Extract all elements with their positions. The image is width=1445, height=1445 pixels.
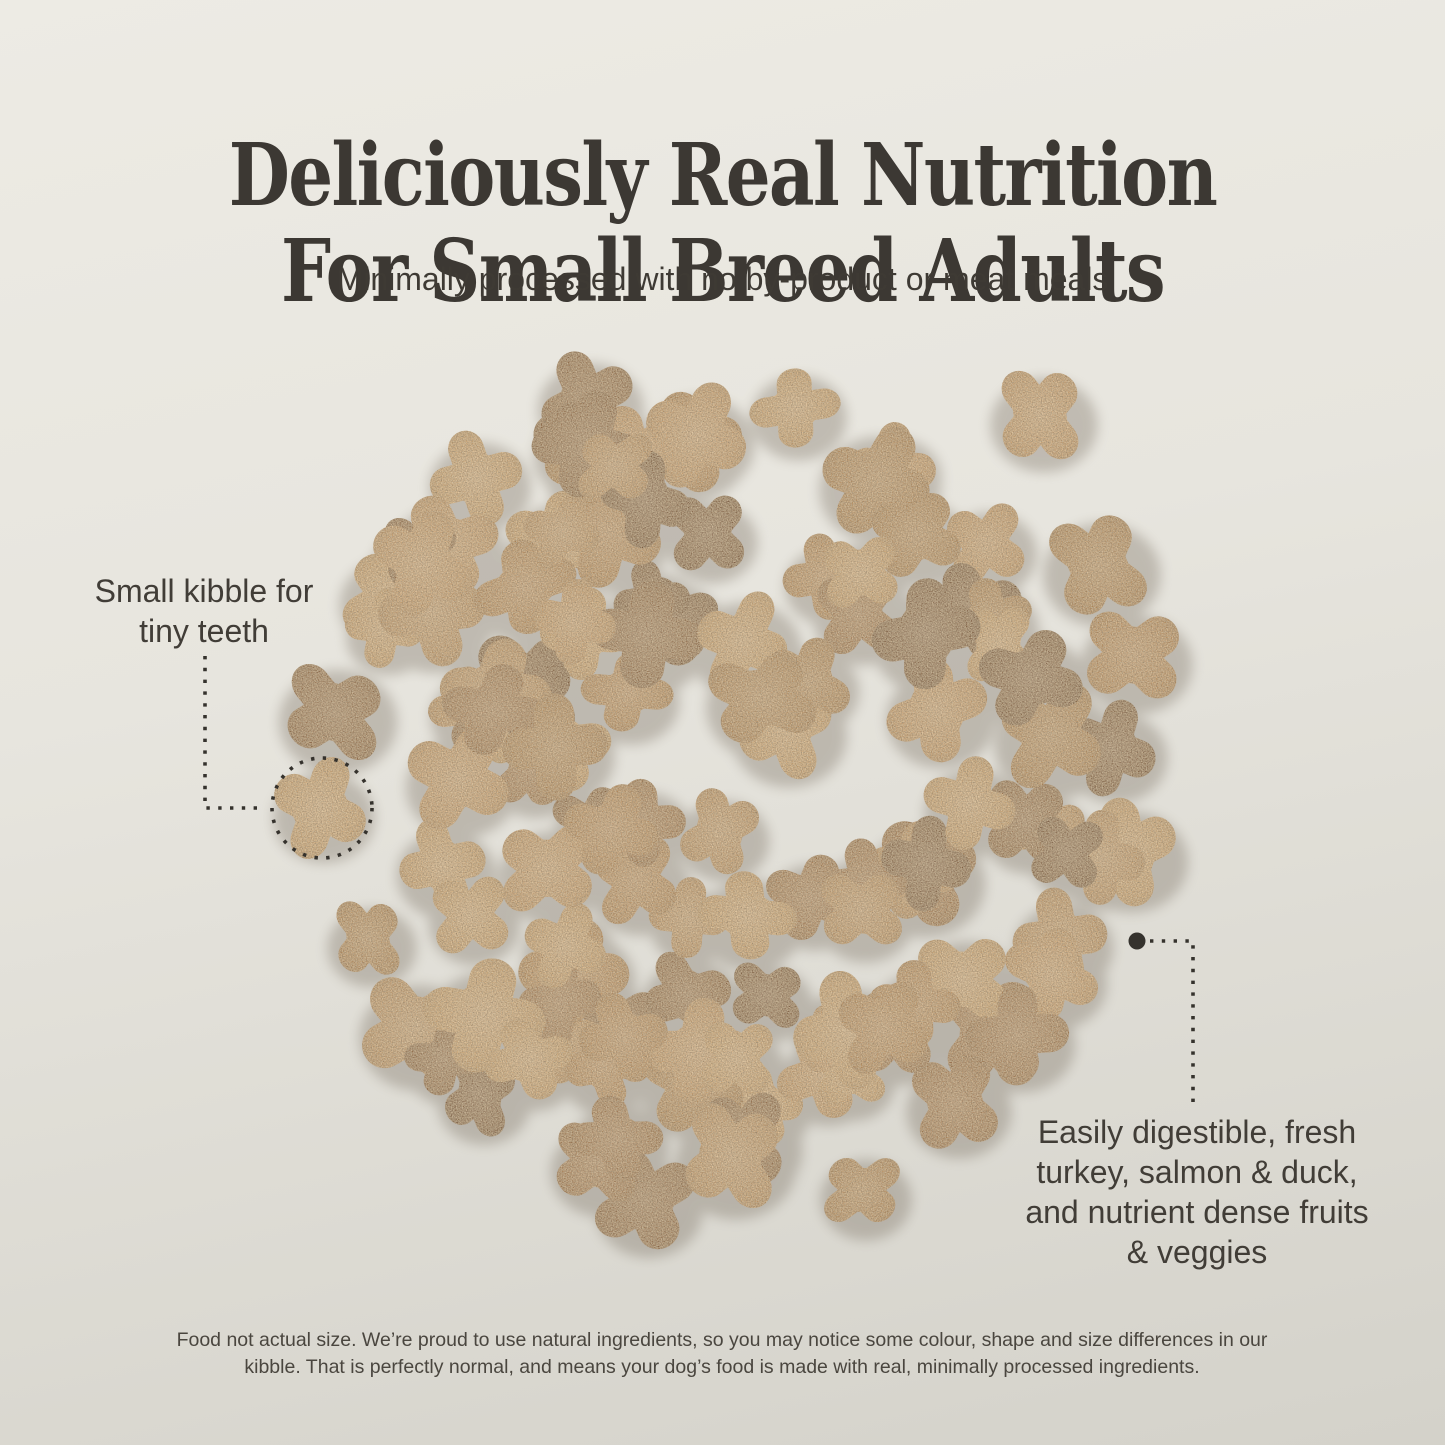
kibble-piece (524, 903, 606, 989)
kibble-piece (473, 539, 577, 635)
kibble-piece (965, 984, 1070, 1086)
kibble-piece (871, 493, 961, 577)
kibble-piece (685, 1103, 778, 1208)
kibble-piece (563, 784, 659, 875)
kibble-piece (373, 510, 473, 616)
kibble-piece (589, 580, 705, 689)
kibble-piece (432, 876, 509, 954)
kibble-piece (732, 962, 801, 1028)
left-callout-connector (203, 656, 262, 810)
kibble-piece (274, 757, 366, 859)
kibble-piece (947, 503, 1025, 585)
kibble-piece (671, 495, 745, 571)
kibble-highlight-circle (270, 756, 374, 860)
kibble-piece (578, 433, 652, 499)
callout-connectors (203, 656, 1195, 1103)
kibble-piece (484, 1018, 574, 1100)
right-callout-connector (1150, 939, 1195, 1103)
page-subtitle: Minimally processed with no by-product o… (336, 261, 1109, 297)
page-title: Deliciously Real Nutrition For Small Bre… (130, 124, 1315, 322)
kibble-piece (978, 630, 1083, 726)
kibble-piece (442, 664, 546, 755)
kibble-piece (824, 537, 898, 608)
kibble-piece (821, 874, 902, 945)
kibble-piece (1031, 816, 1103, 888)
kibble-piece (502, 693, 609, 801)
title-line-2: For Small Breed Adults (281, 220, 1166, 322)
kibble-piece (1049, 515, 1147, 615)
kibble-piece (923, 756, 1016, 851)
kibble-piece (824, 1157, 900, 1223)
kibble-piece (822, 426, 930, 534)
callout-left-text: Small kibble for tiny teeth (94, 573, 314, 649)
kibble-piece (701, 1022, 773, 1095)
callout-right-text: Easily digestible, fresh turkey, salmon … (1025, 1114, 1369, 1270)
kibble-piece (336, 901, 400, 975)
kibble-piece (569, 1095, 664, 1182)
right-callout-dot (1128, 932, 1146, 950)
kibble-piece (871, 578, 981, 690)
kibble-piece (1087, 611, 1179, 699)
kibble-piece (838, 982, 928, 1074)
kibble-piece (680, 788, 760, 875)
footer-disclaimer: Food not actual size. We’re proud to use… (176, 1329, 1268, 1378)
kibble-piece (697, 871, 798, 960)
title-line-1: Deliciously Real Nutrition (228, 124, 1218, 226)
kibble-piece (502, 825, 592, 912)
kibble-piece (524, 494, 600, 570)
kibble-piece (912, 1055, 998, 1149)
kibble-piece (1068, 699, 1156, 797)
kibble-piece (579, 992, 668, 1083)
kibble-piece (708, 653, 816, 743)
kibble-piece (429, 430, 523, 526)
kibble-piece (646, 382, 747, 488)
kibble-piece (1001, 370, 1079, 460)
kibble-piece (1005, 928, 1099, 1021)
kibble-piece (749, 368, 841, 448)
kibble-piece (533, 579, 616, 665)
kibble-pile (274, 351, 1179, 1250)
kibble-piece (881, 815, 972, 912)
kibble-piece (287, 663, 381, 761)
